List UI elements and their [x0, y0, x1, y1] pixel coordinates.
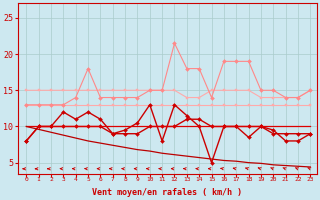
X-axis label: Vent moyen/en rafales ( km/h ): Vent moyen/en rafales ( km/h ) — [92, 188, 242, 197]
